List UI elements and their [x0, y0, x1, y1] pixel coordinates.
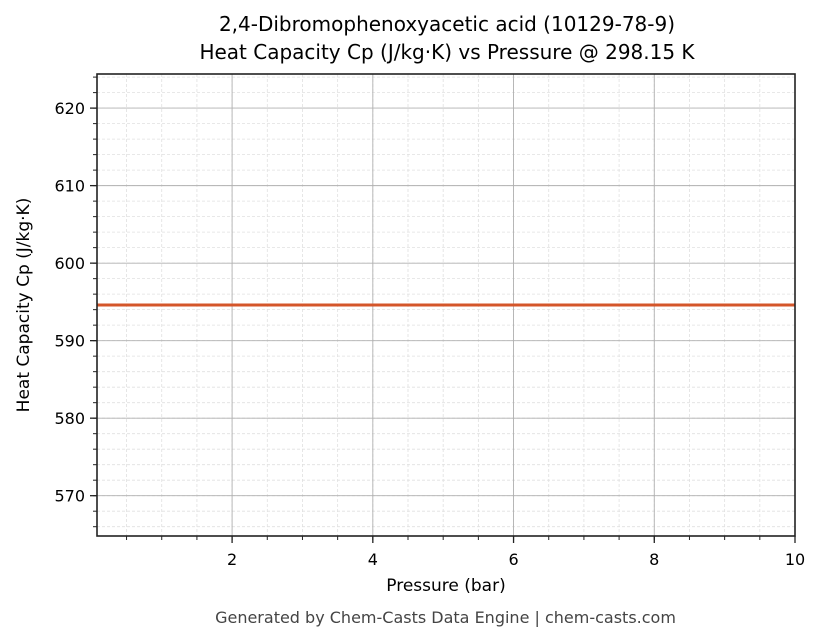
chart-title-line1: 2,4-Dibromophenoxyacetic acid (10129-78-… [218, 12, 676, 36]
x-tick-label: 6 [508, 550, 518, 569]
footer-credit: Generated by Chem-Casts Data Engine | ch… [215, 608, 676, 627]
x-tick-label: 8 [649, 550, 659, 569]
x-tick-label: 4 [368, 550, 378, 569]
y-tick-label: 590 [54, 332, 85, 351]
y-tick-label: 600 [54, 254, 85, 273]
y-axis-label: Heat Capacity Cp (J/kg·K) [14, 197, 34, 413]
y-tick-label: 610 [54, 177, 85, 196]
x-tick-label: 2 [227, 550, 237, 569]
y-tick-label: 620 [54, 99, 85, 118]
y-tick-label: 580 [54, 409, 85, 428]
x-tick-label: 10 [785, 550, 805, 569]
y-tick-label: 570 [54, 487, 85, 506]
x-axis-label: Pressure (bar) [386, 576, 506, 596]
axes-frame [96, 73, 796, 537]
chart-title-line2: Heat Capacity Cp (J/kg·K) vs Pressure @ … [199, 40, 695, 64]
